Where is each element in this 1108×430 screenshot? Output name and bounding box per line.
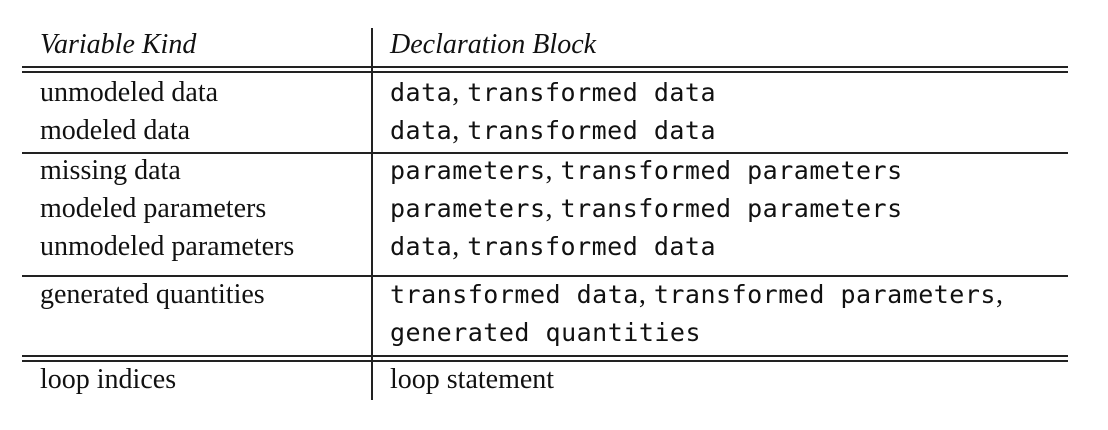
row-blocks-continued: generated quantities [390,314,701,352]
block-name: transformed data [390,280,639,309]
block-name: transformed data [467,232,717,261]
block-name: generated quantities [390,318,702,347]
row-blocks: parameters, transformed parameters [390,190,903,228]
row-kind: generated quantities [40,279,265,310]
header-rule-top [22,66,1068,68]
block-name: transformed parameters [560,156,903,185]
declaration-table: Variable Kind Declaration Block unmodele… [22,0,1068,430]
block-name: parameters [390,194,546,223]
block-name: transformed data [467,78,717,107]
block-name: data [390,232,453,261]
separator: , [995,279,1003,310]
separator: , [545,193,553,224]
row-blocks: parameters, transformed parameters [390,152,903,190]
block-name: data [390,116,453,145]
row-kind: missing data [40,155,181,186]
row-kind: unmodeled parameters [40,231,295,262]
block-name: transformed parameters [653,280,996,309]
block-name: data [390,78,453,107]
row-kind: unmodeled data [40,77,219,108]
separator: , [452,77,460,108]
row-blocks: transformed data, transformed parameters, [390,276,1011,314]
header-declaration-block: Declaration Block [390,29,597,60]
block-name: transformed parameters [560,194,903,223]
row-blocks: data, transformed data [390,74,716,112]
group-rule [22,275,1068,277]
row-blocks: data, transformed data [390,228,716,266]
header-variable-kind: Variable Kind [40,29,197,60]
separator: , [452,115,460,146]
row-blocks: data, transformed data [390,112,716,150]
row-kind: modeled data [40,115,191,146]
loop-rule-top [22,355,1068,357]
row-kind: modeled parameters [40,193,267,224]
block-name: parameters [390,156,546,185]
loop-rule-bottom [22,360,1068,362]
separator: , [638,279,646,310]
group-rule [22,152,1068,154]
row-kind: loop indices [40,364,177,395]
row-blocks: loop statement [390,364,555,395]
column-divider [371,28,373,400]
header-rule-bottom [22,71,1068,73]
separator: , [545,155,553,186]
separator: , [452,231,460,262]
block-name: transformed data [467,116,717,145]
